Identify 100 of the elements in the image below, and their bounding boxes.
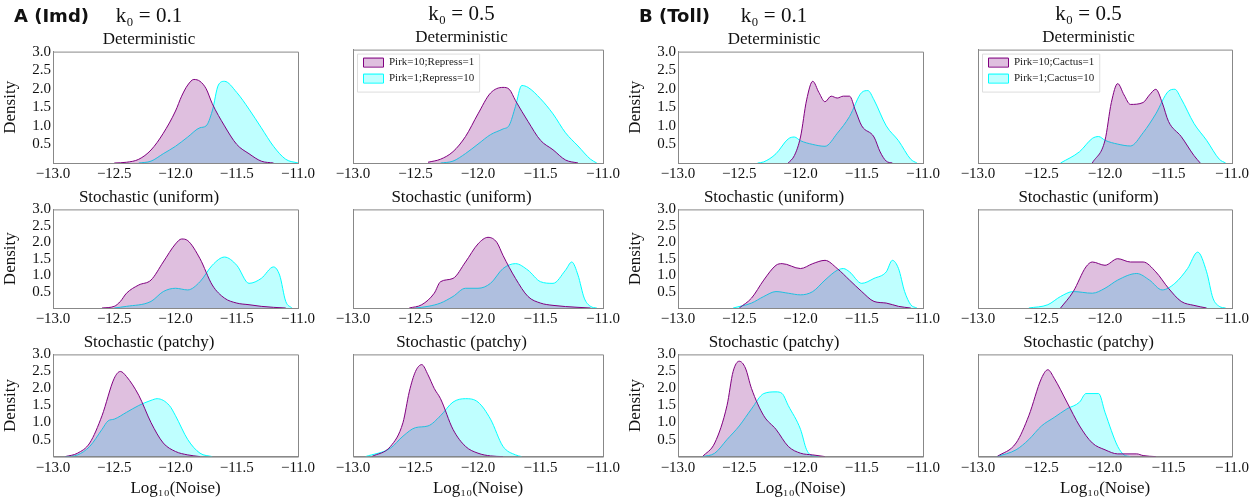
y-tick-label: 0.5 (657, 430, 676, 447)
x-axis-title: Log₁₀(Noise) (432, 478, 524, 498)
x-tick-label: −13.0 (660, 458, 696, 475)
x-tick-label: −12.5 (398, 309, 433, 326)
chart-title: Stochastic (patchy) (83, 331, 215, 351)
x-tick-label: −12.0 (1087, 164, 1123, 181)
y-tick-label: 1.5 (657, 249, 676, 266)
x-tick-label: −11.0 (585, 458, 621, 475)
y-tick-label: 2.5 (657, 362, 676, 379)
x-tick-label: −12.0 (158, 164, 193, 181)
x-tick-label: −12.5 (96, 164, 132, 181)
y-tick-label: 2.5 (657, 61, 676, 78)
y-tick-label: 2.5 (32, 61, 51, 78)
x-tick-label: −12.0 (158, 458, 193, 475)
x-tick-label: −12.0 (460, 309, 496, 326)
x-tick-label: −11.0 (1214, 309, 1250, 326)
chart-subtitle: Deterministic (415, 26, 509, 46)
x-tick-label: −11.5 (219, 309, 254, 326)
legend-label: Pirk=1;Cactus=10 (1014, 71, 1095, 84)
x-tick-label: −11.0 (585, 309, 621, 326)
x-tick-label: −13.0 (660, 309, 696, 326)
x-tick-label: −13.0 (660, 164, 696, 181)
y-tick-label: 1.5 (32, 249, 51, 266)
chart-title: k₀ = 0.5 (428, 1, 495, 26)
text: A (Imd) (14, 4, 89, 26)
y-tick-label: 3.0 (657, 42, 676, 59)
x-tick-label: −12.5 (721, 164, 757, 181)
x-tick-label: −12.0 (460, 164, 496, 181)
x-tick-label: −12.5 (96, 458, 132, 475)
y-axis-title: Density (0, 231, 19, 286)
x-tick-label: −11.5 (219, 164, 254, 181)
x-tick-label: −11.0 (280, 309, 316, 326)
x-axis-title: Log₁₀(Noise) (755, 478, 846, 498)
y-tick-label: 2.0 (657, 79, 676, 96)
y-tick-label: 2.5 (32, 362, 51, 379)
chart-title: k₀ = 0.1 (740, 3, 808, 28)
x-tick-label: −11.0 (280, 458, 316, 475)
x-tick-label: −12.5 (1024, 458, 1059, 475)
chart-title: Stochastic (patchy) (708, 331, 840, 351)
y-tick-label: 2.0 (32, 79, 51, 96)
y-tick-label: 1.0 (32, 266, 51, 283)
x-tick-label: −12.5 (721, 458, 757, 475)
legend-label: Pirk=10;Repress=1 (389, 55, 475, 68)
x-tick-label: −11.5 (844, 458, 879, 475)
y-tick-label: 1.0 (657, 116, 676, 133)
x-tick-label: −13.0 (960, 164, 996, 181)
chart-title: k₀ = 0.1 (115, 3, 183, 28)
y-tick-label: 1.5 (657, 98, 676, 115)
x-tick-label: −11.5 (1151, 458, 1186, 475)
y-tick-label: 1.5 (32, 98, 51, 115)
y-tick-label: 0.5 (32, 282, 51, 299)
chart-title: Stochastic (uniform) (703, 186, 845, 206)
chart-title: Stochastic (uniform) (391, 186, 532, 206)
x-tick-label: −11.5 (523, 309, 558, 326)
x-tick-label: −13.0 (335, 164, 371, 181)
x-tick-label: −11.5 (1151, 164, 1186, 181)
x-tick-label: −12.0 (1087, 309, 1123, 326)
x-tick-label: −12.5 (96, 309, 132, 326)
y-tick-label: 2.0 (657, 379, 676, 396)
y-tick-label: 0.5 (32, 135, 51, 152)
x-tick-label: −12.5 (398, 458, 433, 475)
x-tick-label: −11.0 (585, 164, 621, 181)
x-tick-label: −11.5 (523, 164, 558, 181)
text: B (Toll) (639, 4, 711, 26)
y-tick-label: 2.5 (657, 216, 676, 233)
x-tick-label: −12.0 (783, 309, 818, 326)
y-tick-label: 3.0 (32, 42, 51, 59)
y-tick-label: 3.0 (32, 345, 51, 362)
y-tick-label: 0.5 (657, 135, 676, 152)
y-tick-label: 1.0 (32, 413, 51, 430)
chart-subtitle: Deterministic (102, 28, 196, 48)
y-tick-label: 1.0 (657, 266, 676, 283)
x-tick-label: −12.5 (398, 164, 433, 181)
y-tick-label: 1.5 (657, 396, 676, 413)
x-tick-label: −12.5 (721, 309, 757, 326)
x-tick-label: −13.0 (35, 164, 71, 181)
y-tick-label: 1.0 (657, 413, 676, 430)
x-tick-label: −11.0 (905, 458, 941, 475)
y-axis-title: Density (624, 378, 644, 432)
x-tick-label: −13.0 (335, 309, 371, 326)
x-axis-title: Log₁₀(Noise) (1059, 478, 1151, 498)
y-tick-label: 3.0 (657, 345, 676, 362)
x-tick-label: −11.0 (280, 164, 316, 181)
y-axis-title: Density (0, 378, 19, 432)
x-tick-label: −11.0 (905, 164, 941, 181)
legend-label: Pirk=10;Cactus=1 (1014, 55, 1095, 68)
x-tick-label: −13.0 (960, 309, 996, 326)
chart-title: Stochastic (patchy) (1023, 331, 1154, 351)
chart-title: Stochastic (uniform) (1018, 186, 1159, 206)
x-tick-label: −11.0 (1214, 164, 1250, 181)
x-axis-title: Log₁₀(Noise) (130, 478, 221, 498)
x-tick-label: −11.5 (219, 458, 254, 475)
x-tick-label: −12.0 (783, 458, 818, 475)
x-tick-label: −13.0 (35, 309, 71, 326)
y-tick-label: 2.0 (657, 233, 676, 250)
y-tick-label: 2.0 (32, 233, 51, 250)
legend-label: Pirk=1;Repress=10 (389, 71, 475, 84)
chart-title: k₀ = 0.5 (1055, 1, 1122, 26)
x-tick-label: −12.0 (460, 458, 496, 475)
y-tick-label: 0.5 (32, 430, 51, 447)
